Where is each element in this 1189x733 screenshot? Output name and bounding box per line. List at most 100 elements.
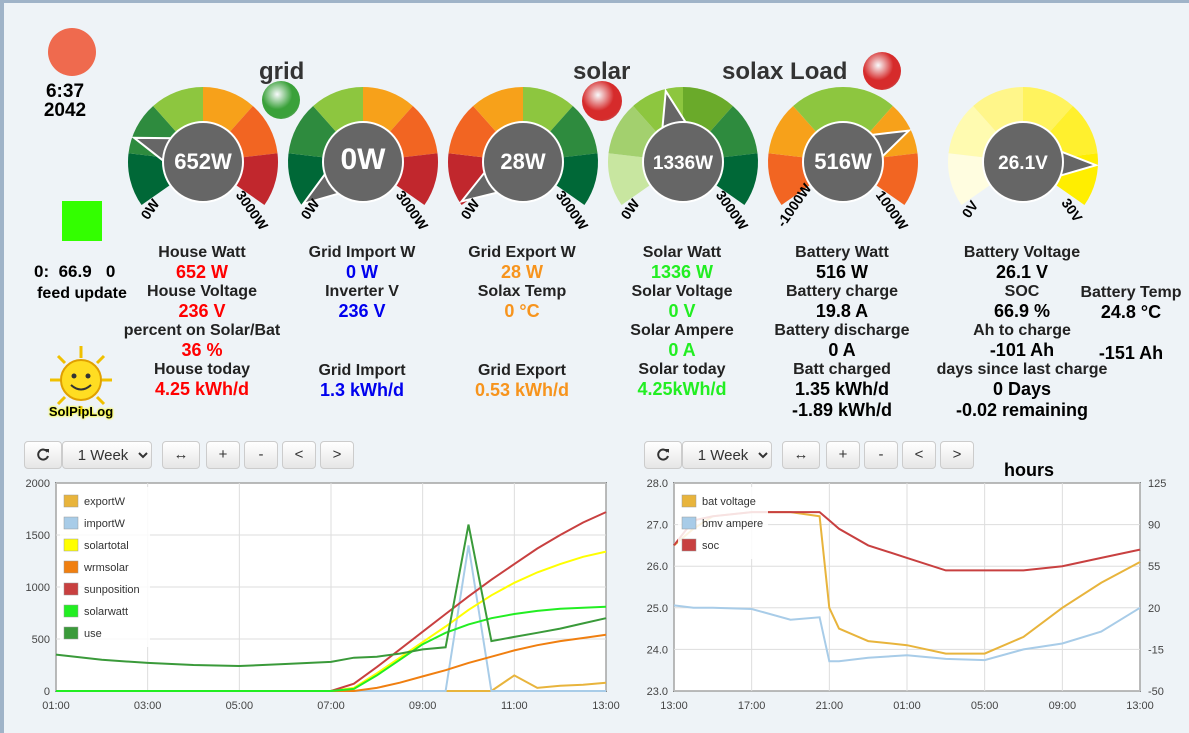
percent-solar-value: 36 % — [181, 340, 223, 360]
batt-charged-label: Batt charged — [793, 361, 891, 378]
battery-temp-label: Battery Temp — [1080, 284, 1182, 301]
chart1-zoom-out-button[interactable]: - — [244, 441, 278, 469]
batt-charged-value: 1.35 kWh/d — [794, 379, 890, 399]
chart2-prev-button[interactable]: < — [902, 441, 936, 469]
ah-to-charge-label: Ah to charge — [973, 322, 1071, 339]
x-tick-label: 07:00 — [317, 700, 345, 712]
battery-charge-value: 19.8 A — [815, 301, 869, 321]
chart2-zoom-out-button[interactable]: - — [864, 441, 898, 469]
y-tick-label: 2000 — [26, 478, 50, 490]
days-since-charge-label: days since last charge — [936, 361, 1108, 378]
x-tick-label: 05:00 — [226, 700, 254, 712]
feed-values: 0: 66.9 0 — [34, 262, 115, 282]
x-tick-label: 09:00 — [409, 700, 437, 712]
gauge-battery: 516W -1000W 1000W — [764, 80, 922, 235]
chart1-next-button[interactable]: > — [320, 441, 354, 469]
chart2-range-select[interactable]: 1 Week — [682, 441, 772, 469]
gauge-export: 28W 0W 3000W — [444, 80, 602, 235]
house-stats: House Watt 652 W House Voltage 236 V per… — [112, 244, 292, 400]
logo-text: SolPipLog — [48, 404, 114, 419]
house-watt-label: House Watt — [158, 244, 246, 261]
grid-import-total-value: 1.3 kWh/d — [319, 380, 404, 400]
y2-tick-label: 125 — [1148, 478, 1166, 490]
chart1-prev-button[interactable]: < — [282, 441, 316, 469]
y-tick-label: 25.0 — [647, 603, 668, 615]
house-watt-value: 652 W — [175, 262, 229, 282]
battery-temp-stats: Battery Temp 24.8 °C -151 Ah — [1076, 284, 1186, 364]
legend-swatch — [63, 582, 79, 596]
legend-label: solartotal — [84, 540, 129, 552]
gauge-hub — [322, 121, 404, 203]
gauge-value: 1336W — [653, 153, 713, 174]
x-tick-label: 13:00 — [660, 700, 688, 712]
grid-status-led — [262, 81, 300, 119]
series-line-solarwatt — [56, 605, 607, 692]
y2-tick-label: 55 — [1148, 561, 1160, 573]
x-tick-label: 21:00 — [816, 700, 844, 712]
feed-value-3: 0 — [105, 262, 116, 281]
solar-stats: Solar Watt 1336 W Solar Voltage 0 V Sola… — [592, 244, 772, 400]
chart2-expand-button[interactable]: ↔ — [782, 441, 820, 469]
x-tick-label: 13:00 — [592, 700, 620, 712]
percent-solar-label: percent on Solar/Bat — [123, 322, 281, 339]
y-tick-label: 27.0 — [647, 520, 668, 532]
feed-indicator — [62, 201, 102, 241]
solar-voltage-value: 0 V — [668, 301, 696, 321]
legend-swatch — [63, 604, 79, 618]
chart2-zoom-in-button[interactable]: + — [826, 441, 860, 469]
legend-label: use — [84, 628, 102, 640]
chart1-refresh-button[interactable] — [24, 441, 62, 469]
y-tick-label: 28.0 — [647, 478, 668, 490]
status-indicator — [48, 28, 96, 76]
chart1-expand-button[interactable]: ↔ — [162, 441, 200, 469]
grid-export-value: 28 W — [500, 262, 543, 282]
x-tick-label: 01:00 — [893, 700, 921, 712]
inverter-label: Inverter V — [325, 283, 399, 300]
battery-voltage-label: Battery Voltage — [963, 244, 1081, 261]
x-tick-label: 01:00 — [42, 700, 70, 712]
feed-value-1: 0: — [34, 262, 50, 281]
legend-label: bmv ampere — [702, 518, 763, 530]
x-tick-label: 09:00 — [1049, 700, 1077, 712]
chart2-next-button[interactable]: > — [940, 441, 974, 469]
legend-swatch — [681, 494, 697, 508]
x-tick-label: 03:00 — [134, 700, 162, 712]
x-tick-label: 13:00 — [1126, 700, 1154, 712]
battery-chart[interactable]: 28.0 27.0 26.0 25.0 24.0 23.0 125 90 55 20 -15 -50 1… — [636, 475, 1184, 715]
gauge-value: 0W — [341, 143, 387, 176]
legend-label: exportW — [84, 496, 126, 508]
grid-export-label: Grid Export W — [468, 244, 576, 261]
gauge-value: 516W — [814, 149, 872, 174]
sun-icon — [50, 346, 112, 414]
gauge-value: 26.1V — [998, 153, 1048, 174]
battery-discharge-value: 0 A — [828, 340, 856, 360]
legend-swatch — [681, 538, 697, 552]
chart2-refresh-button[interactable] — [644, 441, 682, 469]
gauge-solar: 1336W 0W 3000W — [604, 80, 762, 235]
y-tick-label: 0 — [44, 686, 50, 698]
load-status-led — [863, 52, 901, 90]
feed-update-label: feed update — [37, 285, 127, 302]
legend-label: soc — [702, 540, 720, 552]
solar-title: solar — [573, 58, 631, 85]
battery-watt-label: Battery Watt — [795, 244, 889, 261]
battery-voltage-value: 26.1 V — [995, 262, 1049, 282]
ah-to-charge-value: -101 Ah — [989, 340, 1055, 360]
status-code: 2042 — [43, 100, 87, 121]
legend-label: sunposition — [84, 584, 140, 596]
gauge-hub — [482, 121, 564, 203]
chart1-range-select[interactable]: 1 Week — [62, 441, 152, 469]
house-voltage-value: 236 V — [178, 301, 226, 321]
y-tick-label: 1500 — [26, 530, 50, 542]
grid-import-total-label: Grid Import — [318, 362, 406, 379]
power-chart[interactable]: 2000 1500 1000 500 0 01:00 03:00 05:00 07:00 09:0… — [20, 475, 620, 715]
battery-stats: Battery Watt 516 W Battery charge 19.8 A… — [752, 244, 932, 421]
house-today-label: House today — [153, 361, 250, 378]
gauge-hub — [642, 121, 724, 203]
chart1-zoom-in-button[interactable]: + — [206, 441, 240, 469]
soc-label: SOC — [1004, 283, 1040, 300]
gauge-value: 652W — [174, 149, 232, 174]
y-tick-label: 1000 — [26, 582, 50, 594]
clock-time: 6:37 — [45, 81, 85, 102]
x-tick-label: 17:00 — [738, 700, 766, 712]
